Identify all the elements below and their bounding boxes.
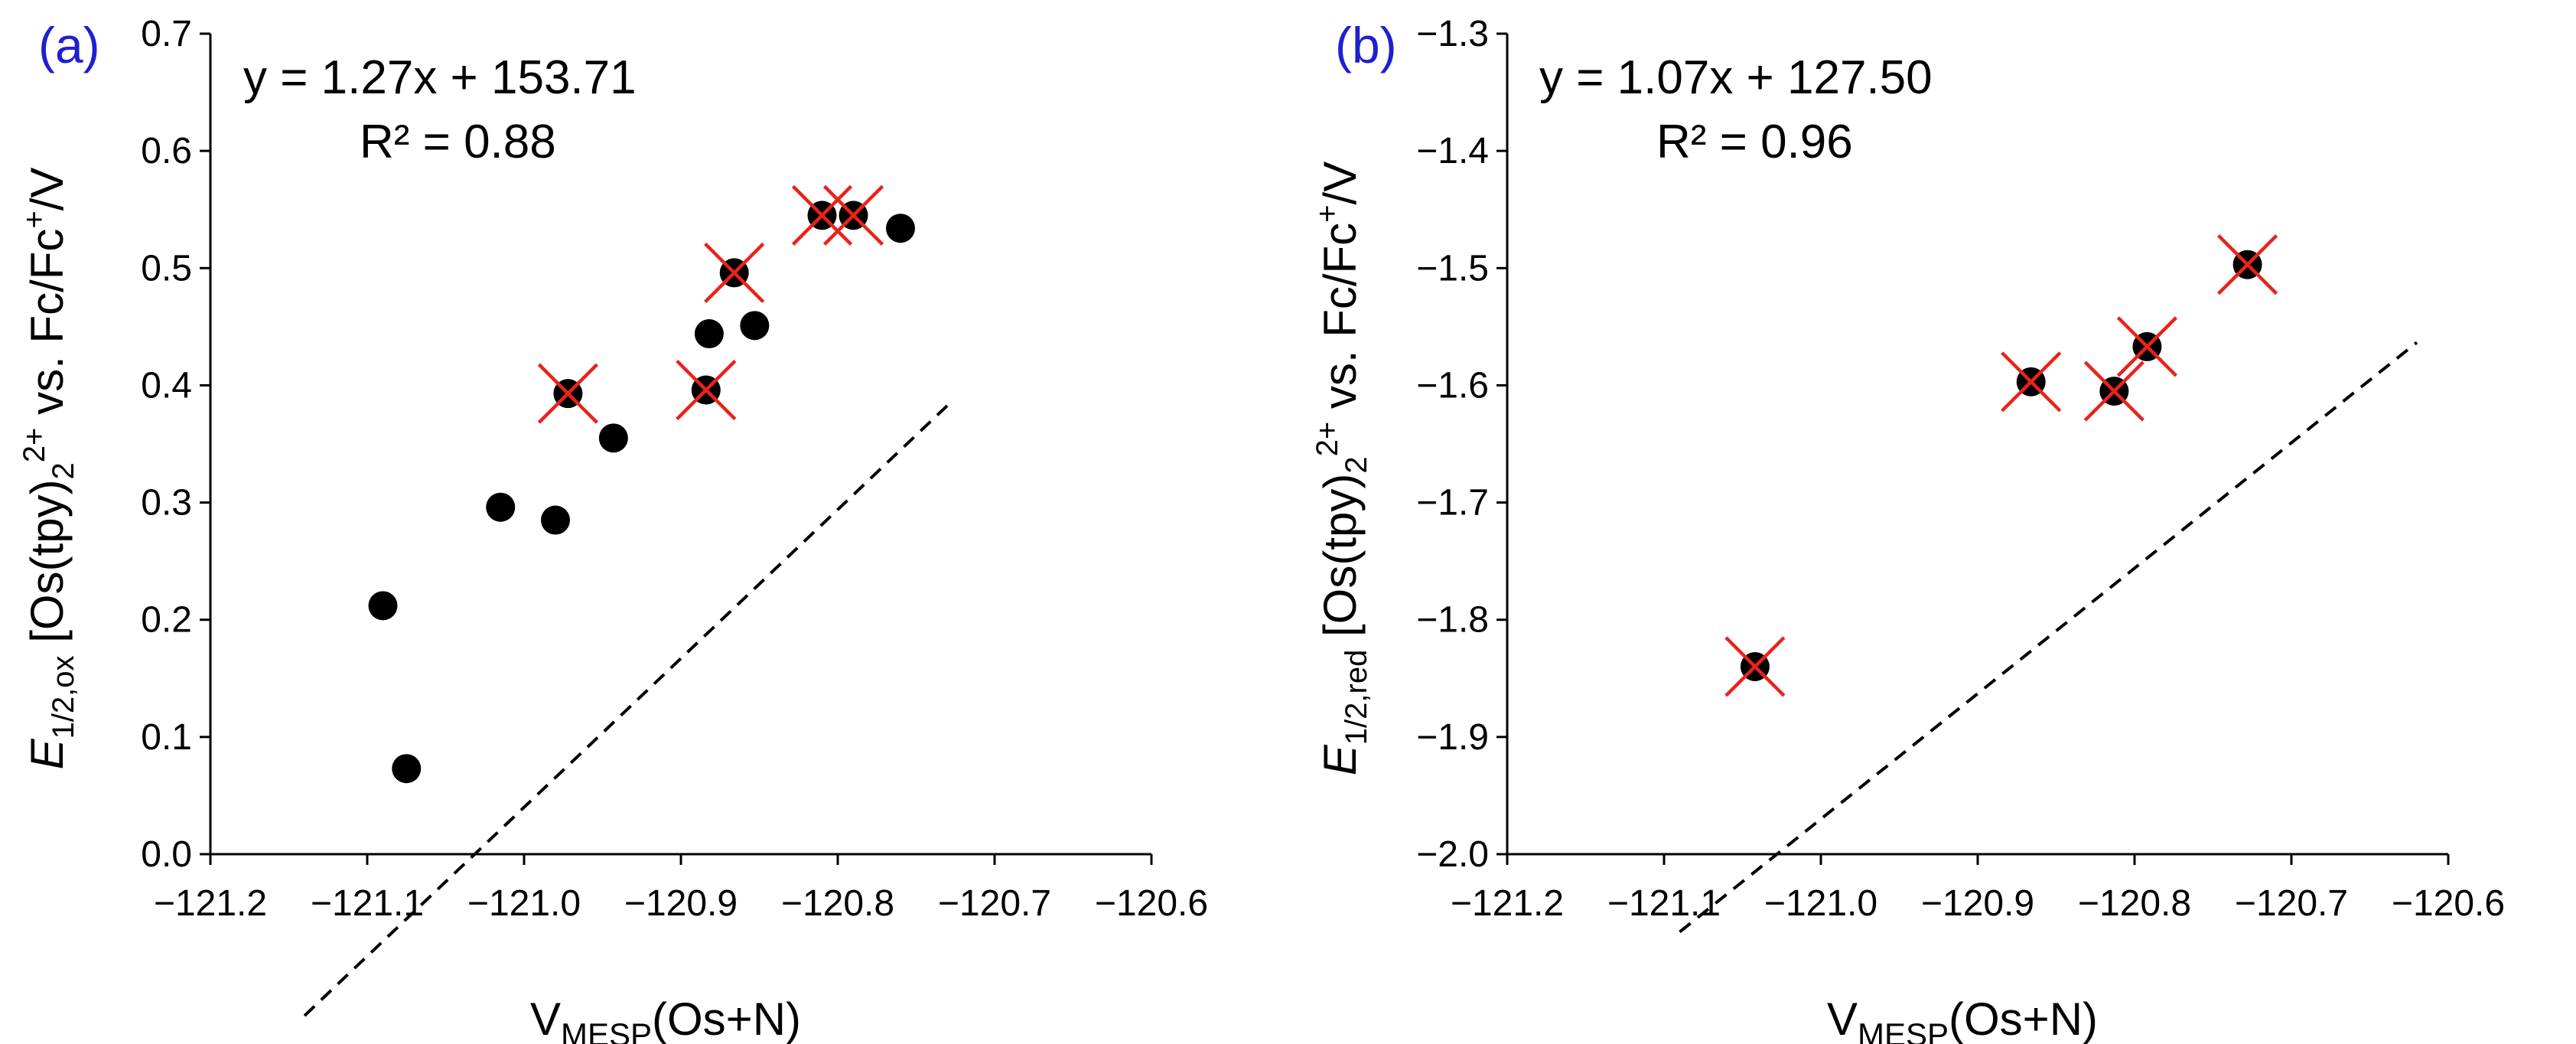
cross-mark-stroke (1724, 636, 1786, 697)
x-tick-label: −120.7 (938, 883, 1051, 924)
y-tick-label: 0.2 (141, 600, 192, 641)
y-tick-label: −1.9 (1416, 717, 1489, 758)
y-axis-title-tail: vs. Fc/Fc (21, 229, 73, 428)
y-tick-label: 0.4 (141, 365, 192, 406)
data-point (541, 505, 570, 535)
y-axis-title-a: E1/2,ox [Os(tpy)22+ vs. Fc/Fc+/V (18, 168, 80, 770)
y-axis-title-end: /V (1314, 161, 1366, 205)
y-axis-title-sup2: + (18, 210, 51, 228)
x-tick-label: −121.0 (467, 883, 581, 924)
x-tick-label: −120.6 (1095, 883, 1208, 924)
cross-mark-stroke (676, 359, 737, 421)
y-tick-label: −1.8 (1416, 600, 1489, 641)
x-axis-title-sub: MESP (1858, 1016, 1949, 1044)
data-point (740, 311, 770, 341)
x-tick-label: −121.1 (311, 883, 424, 924)
r-squared-a: R² = 0.88 (360, 116, 556, 168)
x-tick-label: −120.7 (2235, 883, 2348, 924)
panel-label-b: (b) (1335, 17, 1397, 73)
y-axis-title-end: /V (21, 168, 73, 211)
data-point (886, 214, 915, 243)
y-tick-label: 0.3 (141, 483, 192, 524)
y-axis-title-sub2: 2 (47, 462, 80, 479)
x-tick-label: −121.0 (1764, 883, 1877, 924)
y-tick-label: 0.0 (141, 834, 192, 875)
y-axis-title-mid: [Os(tpy) (1314, 474, 1366, 650)
cross-mark-stroke (2116, 316, 2177, 377)
x-tick-label: −120.6 (2392, 883, 2505, 924)
x-tick-label: −120.8 (781, 883, 894, 924)
cross-mark-stroke (704, 242, 765, 304)
y-axis-title-sup2: + (1311, 204, 1344, 222)
x-axis-title-a: VMESP(Os+N) (530, 993, 801, 1044)
y-tick-label: 0.5 (141, 248, 192, 289)
x-tick-label: −120.9 (624, 883, 738, 924)
y-tick-label: −1.6 (1416, 365, 1489, 406)
x-axis-title-main: V (1827, 993, 1858, 1044)
y-axis-title-sub2: 2 (1340, 456, 1373, 473)
data-point (694, 319, 724, 349)
y-tick-label: 0.1 (141, 717, 192, 758)
data-point (392, 754, 422, 784)
y-axis-title-sup: 2+ (18, 428, 51, 463)
x-tick-label: −121.2 (1451, 883, 1564, 924)
y-tick-label: −1.4 (1416, 131, 1489, 171)
y-tick-label: −1.3 (1416, 14, 1489, 54)
data-point (598, 423, 628, 453)
x-tick-label: −120.8 (2078, 883, 2191, 924)
x-axis-title-rest: (Os+N) (652, 993, 801, 1044)
x-axis-title-rest: (Os+N) (1949, 993, 2098, 1044)
y-tick-label: −2.0 (1416, 834, 1489, 875)
cross-mark-stroke (537, 363, 598, 424)
cross-mark-stroke (791, 184, 853, 246)
x-tick-label: −120.9 (1921, 883, 2034, 924)
equation-b: y = 1.07x + 127.50 (1539, 51, 1933, 104)
cross-mark-stroke (2001, 351, 2062, 413)
chart-panel-b: (b) y = 1.07x + 127.50 R² = 0.96 VMESP(O… (1311, 14, 2505, 1044)
data-point (486, 492, 516, 522)
y-axis-title-b: E1/2,red [Os(tpy)22+ vs. Fc/Fc+/V (1311, 161, 1373, 775)
x-axis-title-sub: MESP (561, 1016, 652, 1044)
trendline (303, 404, 949, 1017)
y-axis-title-mid: [Os(tpy) (21, 479, 73, 655)
x-axis-title-main: V (530, 993, 561, 1044)
r-squared-b: R² = 0.96 (1656, 116, 1853, 168)
cross-mark-stroke (2217, 234, 2278, 295)
y-tick-label: 0.6 (141, 131, 192, 171)
y-tick-label: −1.7 (1416, 483, 1489, 524)
panel-label-a: (a) (38, 17, 100, 73)
y-axis-title-sub: 1/2,red (1340, 650, 1373, 745)
y-tick-label: −1.5 (1416, 248, 1489, 289)
y-axis-title-sub: 1/2,ox (47, 655, 80, 739)
equation-a: y = 1.27x + 153.71 (243, 51, 637, 104)
x-tick-label: −121.2 (154, 883, 267, 924)
data-point (368, 591, 398, 621)
y-tick-label: 0.7 (141, 14, 192, 54)
x-tick-label: −121.1 (1607, 883, 1721, 924)
cross-mark-stroke (2083, 361, 2144, 422)
y-axis-title-tail: vs. Fc/Fc (1314, 223, 1366, 422)
cross-mark-stroke (822, 184, 884, 246)
trendline (1679, 341, 2418, 934)
x-axis-title-b: VMESP(Os+N) (1827, 993, 2098, 1044)
chart-panel-a: (a) y = 1.27x + 153.71 R² = 0.88 VMESP(O… (18, 14, 1208, 1044)
y-axis-title-e: E (1314, 744, 1366, 775)
y-axis-title-e: E (21, 738, 73, 769)
y-axis-title-sup: 2+ (1311, 422, 1344, 457)
